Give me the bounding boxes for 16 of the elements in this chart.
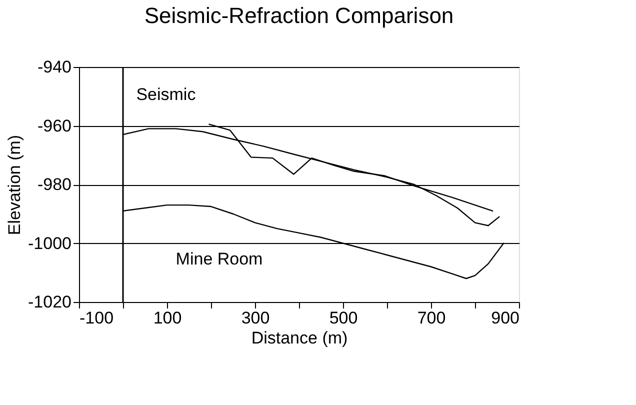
- y-tick-label: -1000: [28, 234, 72, 253]
- series-label: Seismic: [136, 85, 196, 104]
- x-axis-title: Distance (m): [251, 328, 348, 348]
- y-axis-title: Elevation (m): [5, 134, 24, 236]
- y-tick-label: -980: [37, 175, 72, 194]
- x-tick-label: -100: [80, 308, 114, 328]
- y-tick-label: -1020: [28, 292, 72, 312]
- x-tick-label: 300: [241, 308, 270, 328]
- series-label: Mine Room: [176, 250, 263, 269]
- y-tick-label: -960: [37, 116, 72, 136]
- x-tick-label: 900: [491, 308, 520, 328]
- y-tick-label: -940: [37, 58, 72, 76]
- chart-title: Seismic-Refraction Comparison: [144, 3, 454, 28]
- x-tick-label: 700: [417, 308, 446, 328]
- x-tick-label: 100: [153, 308, 182, 328]
- x-tick-label: 500: [329, 308, 358, 328]
